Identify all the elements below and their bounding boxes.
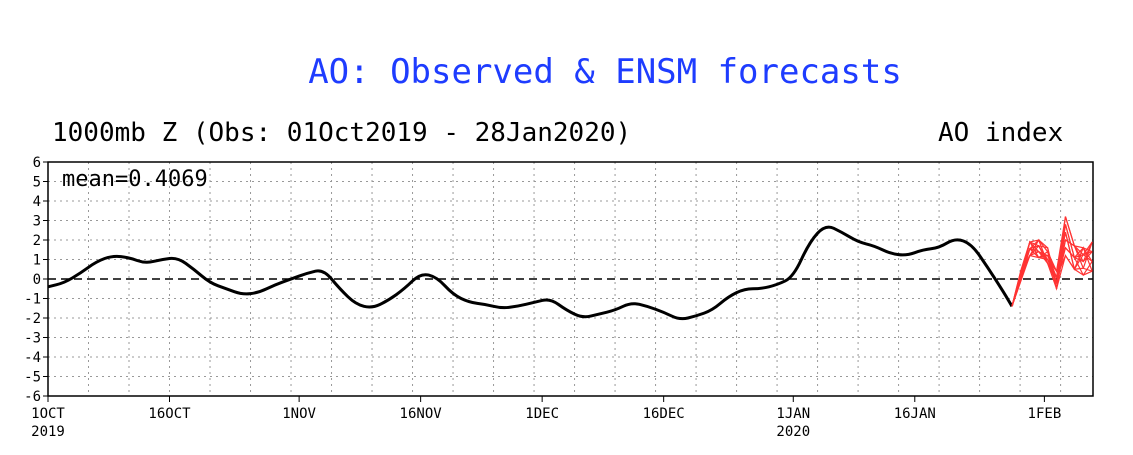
forecast-member [1011,232,1093,307]
y-tick-label: -3 [24,331,41,347]
chart-subtitle: 1000mb Z (Obs: 01Oct2019 - 28Jan2020) [52,118,632,148]
x-tick-label: 1JAN [776,406,810,422]
y-tick-label: -1 [24,292,41,308]
y-tick-label: 2 [33,233,41,249]
y-tick-label: 0 [33,272,41,288]
x-tick-label: 1DEC [525,406,559,422]
mean-annotation: mean=0.4069 [62,167,208,192]
y-tick-label: 6 [33,155,41,171]
chart-title: AO: Observed & ENSM forecasts [308,52,902,92]
x-tick-year: 2019 [31,424,65,440]
y-tick-label: -4 [24,350,41,366]
x-tick-label: 16NOV [400,406,443,422]
observed-series [47,225,1014,321]
x-tick-label: 16OCT [148,406,191,422]
y-tick-label: 3 [33,214,41,230]
y-tick-label: 5 [33,175,41,191]
forecast-member [1011,224,1093,307]
x-tick-year: 2020 [776,424,810,440]
x-tick-label: 1FEB [1028,406,1062,422]
y-tick-label: -6 [24,389,41,405]
forecast-member [1011,216,1093,307]
y-tick-label: 1 [33,253,41,269]
x-tick-label: 1NOV [282,406,316,422]
x-tick-label: 16JAN [894,406,936,422]
y-tick-label: -2 [24,311,41,327]
x-tick-label: 16DEC [643,406,685,422]
y-tick-label: -5 [24,370,41,386]
index-label: AO index [938,118,1064,148]
y-tick-label: 4 [33,194,41,210]
x-tick-label: 1OCT [31,406,65,422]
